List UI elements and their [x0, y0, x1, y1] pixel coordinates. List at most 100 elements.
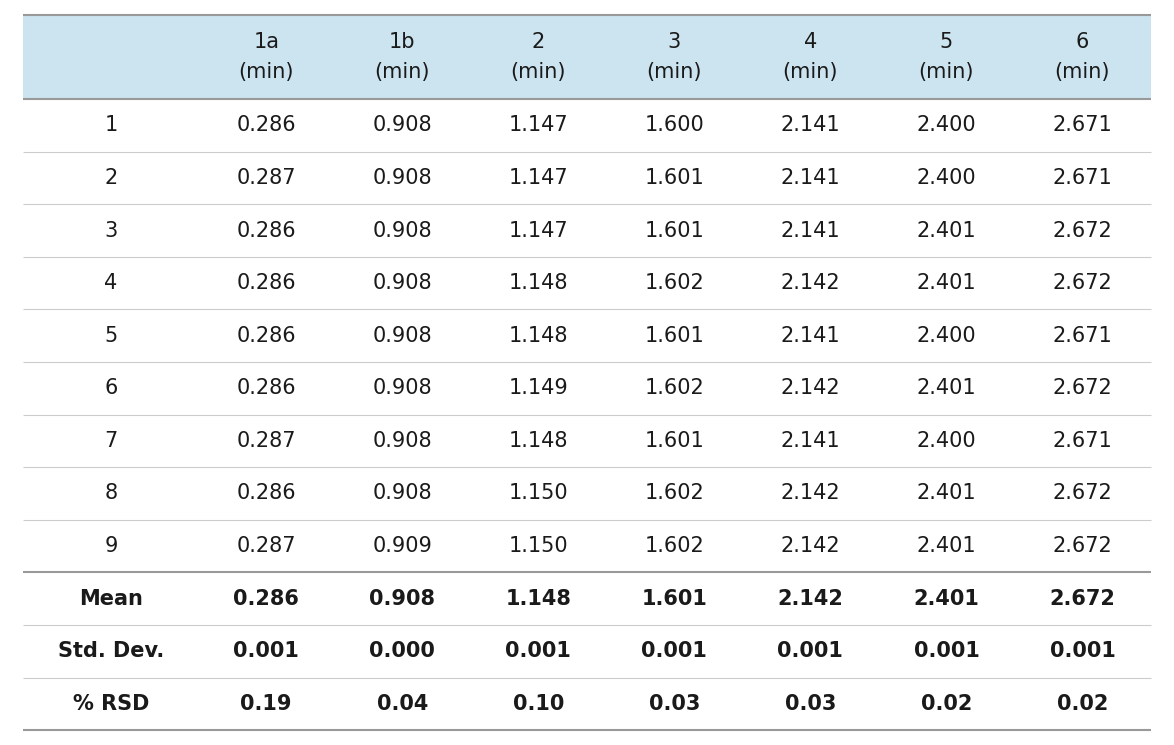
Text: 0.908: 0.908 — [372, 484, 432, 504]
Text: 2.401: 2.401 — [917, 273, 977, 293]
Text: 2.141: 2.141 — [781, 221, 841, 241]
Text: 1.602: 1.602 — [645, 378, 704, 399]
Text: 2.400: 2.400 — [917, 115, 977, 136]
Text: 2.401: 2.401 — [917, 536, 977, 556]
Text: 2.142: 2.142 — [781, 378, 841, 399]
Text: 2.671: 2.671 — [1053, 431, 1113, 451]
Text: 0.908: 0.908 — [372, 326, 432, 346]
Text: 8: 8 — [104, 484, 117, 504]
Text: 1.147: 1.147 — [508, 221, 568, 241]
Text: 1.150: 1.150 — [508, 484, 568, 504]
Text: 0.10: 0.10 — [513, 694, 564, 714]
Text: 1b: 1b — [389, 32, 416, 52]
Text: 2.401: 2.401 — [913, 589, 979, 609]
Text: 2.141: 2.141 — [781, 168, 841, 188]
Text: 1: 1 — [104, 115, 117, 136]
Text: 0.286: 0.286 — [236, 221, 296, 241]
Text: 0.287: 0.287 — [236, 431, 296, 451]
Text: 0.908: 0.908 — [372, 273, 432, 293]
Text: 1.147: 1.147 — [508, 115, 568, 136]
Text: 2.401: 2.401 — [917, 221, 977, 241]
Text: Std. Dev.: Std. Dev. — [58, 641, 164, 662]
Text: 0.287: 0.287 — [236, 168, 296, 188]
Text: 6: 6 — [1075, 32, 1089, 52]
Text: 7: 7 — [104, 431, 117, 451]
Text: 0.286: 0.286 — [234, 589, 299, 609]
Text: 0.286: 0.286 — [236, 484, 296, 504]
Text: 0.286: 0.286 — [236, 115, 296, 136]
Text: 2.672: 2.672 — [1053, 221, 1113, 241]
Text: (min): (min) — [919, 62, 974, 82]
Text: 1.602: 1.602 — [645, 273, 704, 293]
Text: 0.001: 0.001 — [641, 641, 707, 662]
Text: Mean: Mean — [79, 589, 143, 609]
Text: 2.671: 2.671 — [1053, 326, 1113, 346]
Text: 2.141: 2.141 — [781, 431, 841, 451]
Text: (min): (min) — [238, 62, 294, 82]
Text: 0.286: 0.286 — [236, 378, 296, 399]
Text: 0.909: 0.909 — [372, 536, 432, 556]
Text: 1.147: 1.147 — [508, 168, 568, 188]
Text: 1a: 1a — [254, 32, 279, 52]
Text: 2.671: 2.671 — [1053, 168, 1113, 188]
Text: 0.286: 0.286 — [236, 273, 296, 293]
Text: 2.672: 2.672 — [1053, 536, 1113, 556]
Text: 0.000: 0.000 — [370, 641, 436, 662]
Text: 1.150: 1.150 — [508, 536, 568, 556]
Text: 0.286: 0.286 — [236, 326, 296, 346]
Text: 1.148: 1.148 — [508, 273, 568, 293]
Text: % RSD: % RSD — [73, 694, 149, 714]
Text: 3: 3 — [104, 221, 117, 241]
Text: 0.287: 0.287 — [236, 536, 296, 556]
Text: 0.03: 0.03 — [649, 694, 700, 714]
Text: 0.908: 0.908 — [370, 589, 436, 609]
Text: 2.401: 2.401 — [917, 378, 977, 399]
Text: 0.001: 0.001 — [234, 641, 299, 662]
Text: 2.672: 2.672 — [1053, 484, 1113, 504]
Text: 0.908: 0.908 — [372, 168, 432, 188]
Bar — [23, 15, 1151, 99]
Text: 1.148: 1.148 — [508, 431, 568, 451]
Text: 2.141: 2.141 — [781, 115, 841, 136]
Text: 0.908: 0.908 — [372, 378, 432, 399]
Text: 1.601: 1.601 — [645, 168, 704, 188]
Text: 2.400: 2.400 — [917, 431, 977, 451]
Text: (min): (min) — [511, 62, 566, 82]
Text: 2.400: 2.400 — [917, 326, 977, 346]
Text: 2.671: 2.671 — [1053, 115, 1113, 136]
Text: 0.04: 0.04 — [377, 694, 429, 714]
Text: 2.142: 2.142 — [777, 589, 843, 609]
Text: 1.148: 1.148 — [505, 589, 572, 609]
Text: 2.401: 2.401 — [917, 484, 977, 504]
Text: 2.400: 2.400 — [917, 168, 977, 188]
Text: 0.001: 0.001 — [1050, 641, 1115, 662]
Text: 9: 9 — [104, 536, 117, 556]
Text: (min): (min) — [375, 62, 430, 82]
Text: 3: 3 — [668, 32, 681, 52]
Text: (min): (min) — [783, 62, 838, 82]
Text: 1.601: 1.601 — [645, 326, 704, 346]
Text: 2.142: 2.142 — [781, 273, 841, 293]
Text: 0.908: 0.908 — [372, 221, 432, 241]
Text: 5: 5 — [104, 326, 117, 346]
Text: 0.001: 0.001 — [777, 641, 843, 662]
Text: 2: 2 — [104, 168, 117, 188]
Text: 0.001: 0.001 — [913, 641, 979, 662]
Text: 0.001: 0.001 — [505, 641, 572, 662]
Text: 1.601: 1.601 — [641, 589, 707, 609]
Text: 4: 4 — [804, 32, 817, 52]
Text: 1.601: 1.601 — [645, 431, 704, 451]
Text: 5: 5 — [940, 32, 953, 52]
Text: 6: 6 — [104, 378, 117, 399]
Text: 2.672: 2.672 — [1053, 378, 1113, 399]
Text: 2.672: 2.672 — [1050, 589, 1115, 609]
Text: 0.03: 0.03 — [784, 694, 836, 714]
Text: 2.142: 2.142 — [781, 536, 841, 556]
Text: 2.141: 2.141 — [781, 326, 841, 346]
Text: 1.148: 1.148 — [508, 326, 568, 346]
Text: 2: 2 — [532, 32, 545, 52]
Text: 0.19: 0.19 — [241, 694, 292, 714]
Text: 1.149: 1.149 — [508, 378, 568, 399]
Text: (min): (min) — [647, 62, 702, 82]
Text: 0.02: 0.02 — [1057, 694, 1108, 714]
